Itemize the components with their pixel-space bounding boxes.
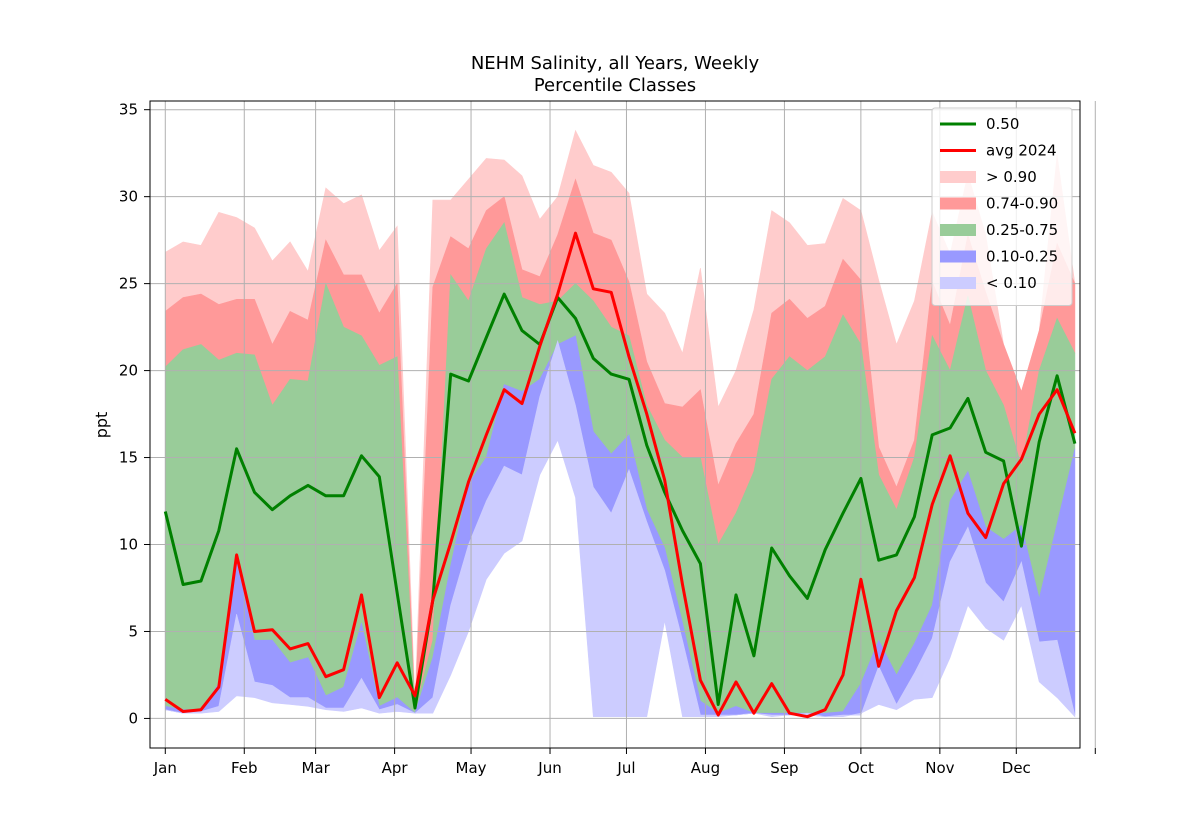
series-lines — [163, 231, 1077, 719]
y-tick-label: 20 — [119, 362, 138, 380]
legend-label: 0.50 — [986, 115, 1019, 133]
legend-patch-swatch — [940, 277, 976, 289]
x-tick-label: Jun — [537, 759, 561, 777]
legend-label: < 0.10 — [986, 274, 1037, 292]
x-axis-ticks: Jan Feb Mar Apr May Jun Jul Aug Sep Oct Nov Dec — [153, 748, 1096, 777]
x-tick-label: Mar — [301, 759, 330, 777]
chart-title: NEHM Salinity, all Years, Weekly — [471, 53, 760, 74]
y-axis-label: ppt — [92, 412, 111, 439]
x-tick-label: Jan — [153, 759, 177, 777]
legend-patch-swatch — [940, 224, 976, 236]
x-tick-label: Sep — [770, 759, 798, 777]
legend-patch-swatch — [940, 197, 976, 210]
legend-label: 0.25-0.75 — [986, 221, 1058, 239]
y-tick-label: 0 — [128, 709, 138, 727]
x-tick-label: Nov — [925, 759, 954, 777]
legend-label: 0.10-0.25 — [986, 248, 1058, 266]
x-tick-label: Dec — [1002, 759, 1031, 777]
legend-label: avg 2024 — [986, 142, 1057, 160]
y-tick-label: 35 — [119, 101, 138, 119]
y-tick-label: 30 — [119, 188, 138, 206]
x-tick-label: Apr — [382, 759, 409, 777]
legend-label: > 0.90 — [986, 168, 1037, 186]
legend: 0.50 avg 2024 > 0.90 0.74-0.90 0.25-0.75 0.10… — [931, 107, 1073, 306]
y-tick-label: 25 — [119, 275, 138, 293]
y-axis-ticks: 0 5 10 15 20 25 30 35 — [119, 101, 150, 727]
y-tick-label: 10 — [119, 536, 138, 554]
y-tick-label: 5 — [128, 622, 138, 640]
x-tick-label: Jul — [616, 759, 635, 777]
legend-patch-swatch — [940, 250, 976, 263]
percentile-bands — [165, 129, 1076, 718]
y-tick-label: 15 — [119, 449, 138, 467]
x-tick-label: May — [456, 759, 487, 777]
plot-frame — [149, 100, 1081, 749]
legend-patch-swatch — [940, 171, 976, 183]
grid-lines — [150, 101, 1096, 748]
avg-2024-line — [164, 231, 1077, 719]
x-tick-label: Aug — [691, 759, 720, 777]
median-line — [163, 292, 1077, 710]
chart-subtitle: Percentile Classes — [534, 75, 696, 96]
x-tick-label: Feb — [231, 759, 258, 777]
x-tick-label: Oct — [848, 759, 874, 777]
legend-label: 0.74-0.90 — [986, 195, 1058, 213]
